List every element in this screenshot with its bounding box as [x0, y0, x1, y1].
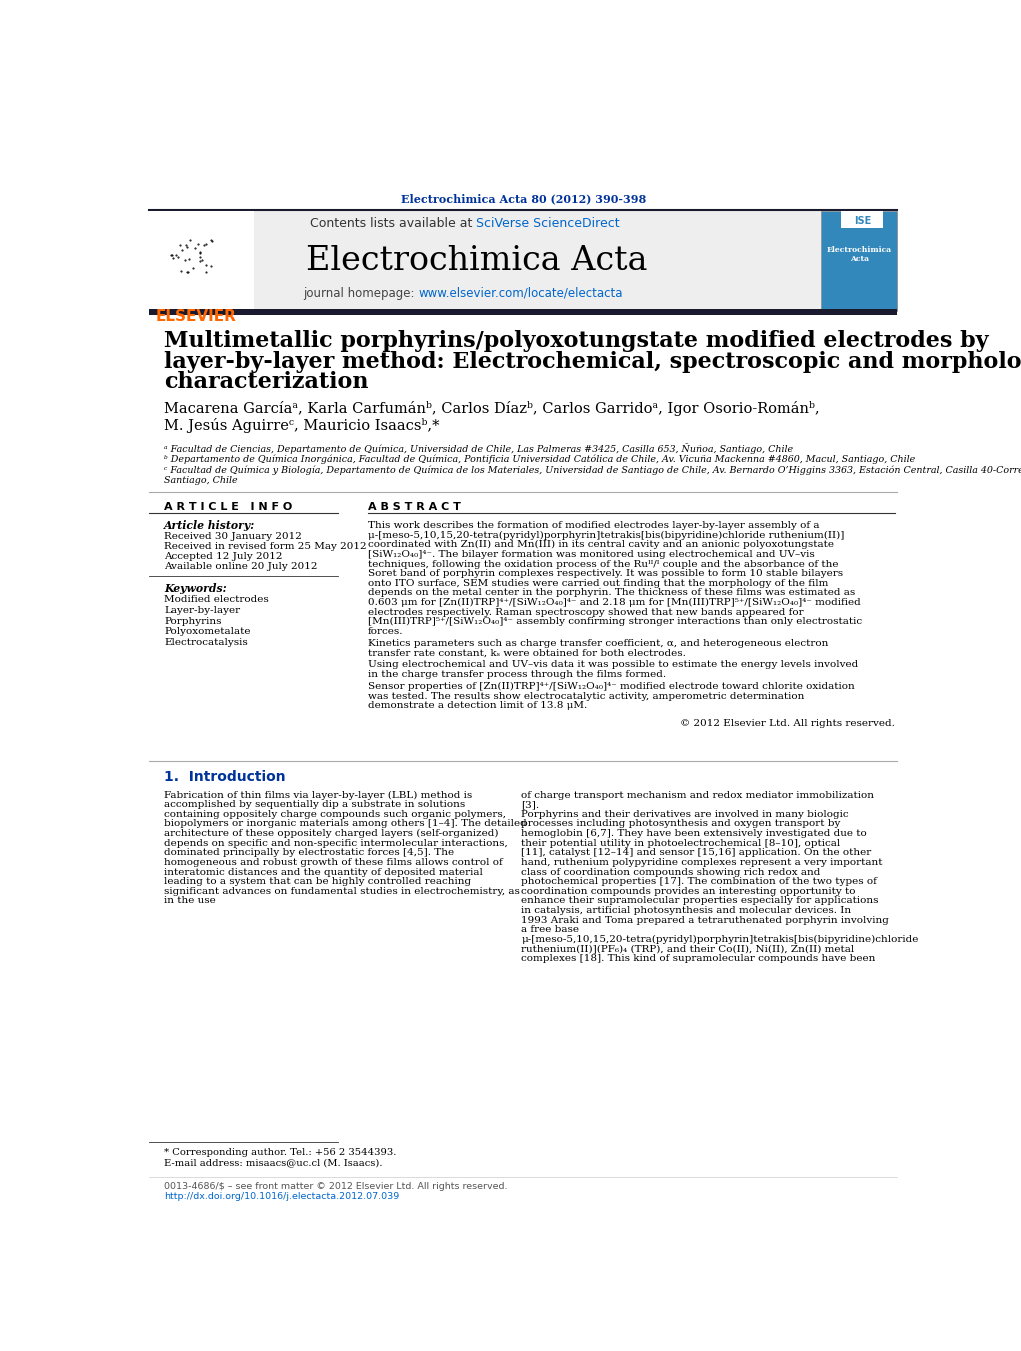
Text: M. Jesús Aguirreᶜ, Mauricio Isaacsᵇ,*: M. Jesús Aguirreᶜ, Mauricio Isaacsᵇ,* [164, 417, 440, 432]
Bar [149, 211, 254, 311]
Text: processes including photosynthesis and oxygen transport by: processes including photosynthesis and o… [522, 820, 840, 828]
Text: accomplished by sequentially dip a substrate in solutions: accomplished by sequentially dip a subst… [164, 800, 466, 809]
Text: Using electrochemical and UV–vis data it was possible to estimate the energy lev: Using electrochemical and UV–vis data it… [368, 661, 858, 670]
Text: coordinated with Zn(II) and Mn(III) in its central cavity and an anionic polyoxo: coordinated with Zn(II) and Mn(III) in i… [368, 540, 834, 550]
Text: demonstrate a detection limit of 13.8 μM.: demonstrate a detection limit of 13.8 μM… [368, 701, 587, 711]
Text: Electrocatalysis: Electrocatalysis [164, 638, 248, 647]
Text: in the charge transfer process through the films formed.: in the charge transfer process through t… [368, 670, 666, 680]
Text: This work describes the formation of modified electrodes layer-by-layer assembly: This work describes the formation of mod… [368, 521, 820, 530]
Text: Santiago, Chile: Santiago, Chile [164, 476, 238, 485]
Text: A B S T R A C T: A B S T R A C T [368, 503, 460, 512]
Text: complexes [18]. This kind of supramolecular compounds have been: complexes [18]. This kind of supramolecu… [522, 954, 876, 963]
Text: A R T I C L E   I N F O: A R T I C L E I N F O [164, 503, 292, 512]
Text: ISE: ISE [854, 216, 871, 227]
Text: significant advances on fundamental studies in electrochemistry, as: significant advances on fundamental stud… [164, 886, 520, 896]
Text: hemoglobin [6,7]. They have been extensively investigated due to: hemoglobin [6,7]. They have been extensi… [522, 830, 867, 838]
Text: Article history:: Article history: [164, 520, 255, 531]
Text: of charge transport mechanism and redox mediator immobilization: of charge transport mechanism and redox … [522, 790, 874, 800]
Text: ᵇ Departamento de Química Inorgánica, Facultad de Química, Pontificia Universida: ᵇ Departamento de Química Inorgánica, Fa… [164, 454, 915, 465]
Text: forces.: forces. [368, 627, 403, 636]
Text: photochemical properties [17]. The combination of the two types of: photochemical properties [17]. The combi… [522, 877, 877, 886]
Text: depends on the metal center in the porphyrin. The thickness of these films was e: depends on the metal center in the porph… [368, 589, 856, 597]
Text: Contents lists available at: Contents lists available at [310, 218, 477, 230]
Text: enhance their supramolecular properties especially for applications: enhance their supramolecular properties … [522, 897, 879, 905]
Text: Macarena Garcíaᵃ, Karla Carfumánᵇ, Carlos Díazᵇ, Carlos Garridoᵃ, Igor Osorio-Ro: Macarena Garcíaᵃ, Karla Carfumánᵇ, Carlo… [164, 401, 820, 416]
Text: journal homepage:: journal homepage: [303, 286, 419, 300]
Text: Modified electrodes: Modified electrodes [164, 594, 269, 604]
Text: [3].: [3]. [522, 800, 539, 809]
Text: interatomic distances and the quantity of deposited material: interatomic distances and the quantity o… [164, 867, 483, 877]
Text: Kinetics parameters such as charge transfer coefficient, α, and heterogeneous el: Kinetics parameters such as charge trans… [368, 639, 828, 648]
Text: E-mail address: misaacs@uc.cl (M. Isaacs).: E-mail address: misaacs@uc.cl (M. Isaacs… [164, 1158, 383, 1167]
Text: electrodes respectively. Raman spectroscopy showed that new bands appeared for: electrodes respectively. Raman spectrosc… [368, 608, 804, 616]
Text: dominated principally by electrostatic forces [4,5]. The: dominated principally by electrostatic f… [164, 848, 454, 858]
Text: Received in revised form 25 May 2012: Received in revised form 25 May 2012 [164, 542, 367, 551]
Text: ᶜ Facultad de Química y Biología, Departamento de Química de los Materiales, Uni: ᶜ Facultad de Química y Biología, Depart… [164, 465, 1021, 474]
Text: was tested. The results show electrocatalytic activity, amperometric determinati: was tested. The results show electrocata… [368, 692, 805, 701]
Text: Received 30 January 2012: Received 30 January 2012 [164, 532, 302, 540]
Text: a free base: a free base [522, 925, 579, 935]
Text: Porphyrins: Porphyrins [164, 616, 222, 626]
Text: www.elsevier.com/locate/electacta: www.elsevier.com/locate/electacta [419, 286, 623, 300]
Text: 1993 Araki and Toma prepared a tetraruthenated porphyrin involving: 1993 Araki and Toma prepared a tetraruth… [522, 916, 889, 924]
Text: Accepted 12 July 2012: Accepted 12 July 2012 [164, 551, 283, 561]
Text: onto ITO surface, SEM studies were carried out finding that the morphology of th: onto ITO surface, SEM studies were carri… [368, 578, 828, 588]
Text: http://dx.doi.org/10.1016/j.electacta.2012.07.039: http://dx.doi.org/10.1016/j.electacta.20… [164, 1192, 399, 1201]
Text: [Mn(III)TRP]⁵⁺/[SiW₁₂O₄₀]⁴⁻ assembly confirming stronger interactions than only : [Mn(III)TRP]⁵⁺/[SiW₁₂O₄₀]⁴⁻ assembly con… [368, 617, 862, 627]
Text: class of coordination compounds showing rich redox and: class of coordination compounds showing … [522, 867, 821, 877]
Text: © 2012 Elsevier Ltd. All rights reserved.: © 2012 Elsevier Ltd. All rights reserved… [680, 719, 894, 728]
Text: Sensor properties of [Zn(II)TRP]⁴⁺/[SiW₁₂O₄₀]⁴⁻ modified electrode toward chlori: Sensor properties of [Zn(II)TRP]⁴⁺/[SiW₁… [368, 682, 855, 692]
Text: Layer-by-layer: Layer-by-layer [164, 605, 240, 615]
Text: SciVerse ScienceDirect: SciVerse ScienceDirect [477, 218, 620, 230]
Text: ᵃ Facultad de Ciencias, Departamento de Química, Universidad de Chile, Las Palme: ᵃ Facultad de Ciencias, Departamento de … [164, 443, 793, 454]
Bar [821, 211, 897, 311]
Text: μ-[meso-5,10,15,20-tetra(pyridyl)porphyrin]tetrakis[bis(bipyridine)chloride ruth: μ-[meso-5,10,15,20-tetra(pyridyl)porphyr… [368, 531, 844, 540]
Text: [11], catalyst [12–14] and sensor [15,16] application. On the other: [11], catalyst [12–14] and sensor [15,16… [522, 848, 872, 858]
Text: 0013-4686/$ – see front matter © 2012 Elsevier Ltd. All rights reserved.: 0013-4686/$ – see front matter © 2012 El… [164, 1182, 507, 1190]
Text: in catalysis, artificial photosynthesis and molecular devices. In: in catalysis, artificial photosynthesis … [522, 907, 852, 915]
Text: their potential utility in photoelectrochemical [8–10], optical: their potential utility in photoelectroc… [522, 839, 840, 847]
Text: containing oppositely charge compounds such organic polymers,: containing oppositely charge compounds s… [164, 809, 506, 819]
Text: [SiW₁₂O₄₀]⁴⁻. The bilayer formation was monitored using electrochemical and UV–v: [SiW₁₂O₄₀]⁴⁻. The bilayer formation was … [368, 550, 815, 559]
Text: * Corresponding author. Tel.: +56 2 3544393.: * Corresponding author. Tel.: +56 2 3544… [164, 1148, 396, 1156]
Text: Porphyrins and their derivatives are involved in many biologic: Porphyrins and their derivatives are inv… [522, 809, 848, 819]
Text: biopolymers or inorganic materials among others [1–4]. The detailed: biopolymers or inorganic materials among… [164, 820, 527, 828]
Text: layer-by-layer method: Electrochemical, spectroscopic and morphological: layer-by-layer method: Electrochemical, … [164, 350, 1021, 373]
Text: coordination compounds provides an interesting opportunity to: coordination compounds provides an inter… [522, 886, 856, 896]
Text: hand, ruthenium polypyridine complexes represent a very important: hand, ruthenium polypyridine complexes r… [522, 858, 883, 867]
Text: Multimetallic porphyrins/polyoxotungstate modified electrodes by: Multimetallic porphyrins/polyoxotungstat… [164, 330, 988, 351]
Text: homogeneous and robust growth of these films allows control of: homogeneous and robust growth of these f… [164, 858, 502, 867]
Text: Available online 20 July 2012: Available online 20 July 2012 [164, 562, 318, 571]
Bar [840, 211, 883, 227]
Text: leading to a system that can be highly controlled reaching: leading to a system that can be highly c… [164, 877, 471, 886]
Bar [149, 309, 897, 315]
Text: Keywords:: Keywords: [164, 584, 227, 594]
Text: techniques, following the oxidation process of the Ruᴵᴵ/ᴵ couple and the absorba: techniques, following the oxidation proc… [368, 559, 838, 569]
Text: characterization: characterization [164, 372, 369, 393]
Text: 1.  Introduction: 1. Introduction [164, 770, 286, 784]
Text: ruthenium(II)](PF₆)₄ (TRP), and their Co(II), Ni(II), Zn(II) metal: ruthenium(II)](PF₆)₄ (TRP), and their Co… [522, 944, 855, 954]
Text: Fabrication of thin films via layer-by-layer (LBL) method is: Fabrication of thin films via layer-by-l… [164, 790, 473, 800]
Bar [149, 211, 821, 311]
Text: depends on specific and non-specific intermolecular interactions,: depends on specific and non-specific int… [164, 839, 507, 847]
Text: ELSEVIER: ELSEVIER [155, 308, 236, 324]
Text: Electrochimica Acta: Electrochimica Acta [305, 245, 647, 277]
Text: μ-[meso-5,10,15,20-tetra(pyridyl)porphyrin]tetrakis[bis(bipyridine)chloride: μ-[meso-5,10,15,20-tetra(pyridyl)porphyr… [522, 935, 919, 944]
Text: in the use: in the use [164, 897, 215, 905]
Text: Soret band of porphyrin complexes respectively. It was possible to form 10 stabl: Soret band of porphyrin complexes respec… [368, 569, 843, 578]
Text: Electrochimica Acta 80 (2012) 390-398: Electrochimica Acta 80 (2012) 390-398 [401, 193, 646, 204]
Text: Polyoxometalate: Polyoxometalate [164, 627, 250, 636]
Text: 0.603 μm for [Zn(II)TRP]⁴⁺/[SiW₁₂O₄₀]⁴⁻ and 2.18 μm for [Mn(III)TRP]⁵⁺/[SiW₁₂O₄₀: 0.603 μm for [Zn(II)TRP]⁴⁺/[SiW₁₂O₄₀]⁴⁻ … [368, 598, 861, 607]
Text: architecture of these oppositely charged layers (self-organized): architecture of these oppositely charged… [164, 830, 498, 838]
Text: Electrochimica
Acta: Electrochimica Acta [827, 246, 891, 263]
Text: transfer rate constant, kₛ were obtained for both electrodes.: transfer rate constant, kₛ were obtained… [368, 648, 686, 658]
